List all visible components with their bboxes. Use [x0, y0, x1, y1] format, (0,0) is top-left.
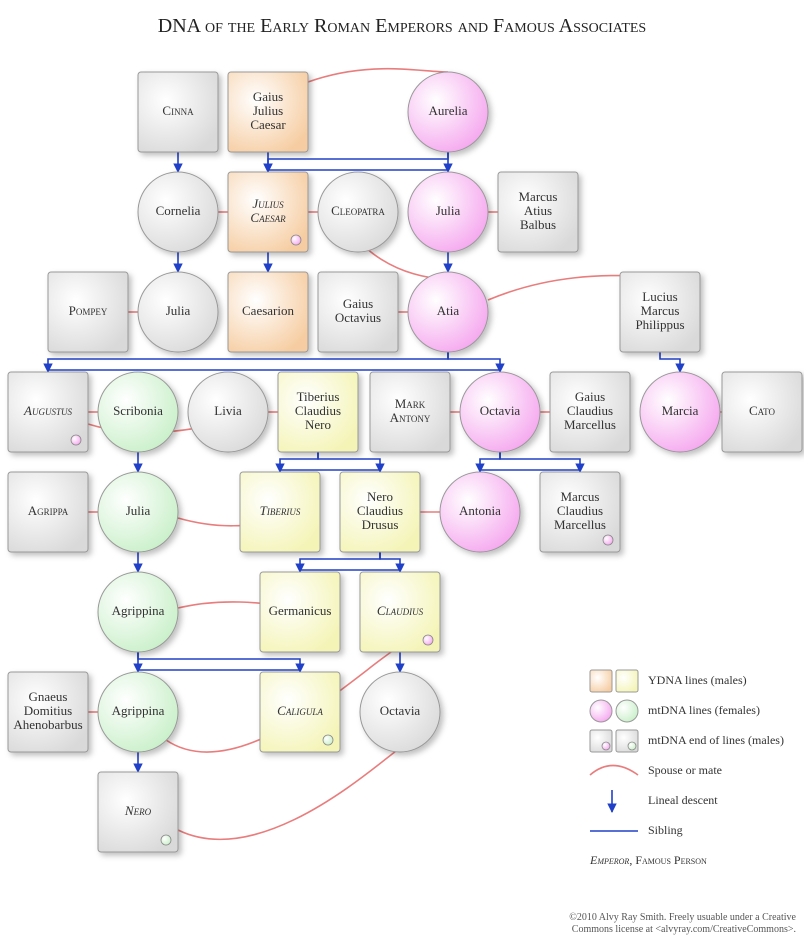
- node-marcia: Marcia: [640, 372, 720, 452]
- node-label: Cornelia: [156, 203, 201, 218]
- node-label: Caligula: [277, 703, 323, 718]
- node-label: LuciusMarcusPhilippus: [635, 289, 684, 332]
- node-cinna: Cinna: [138, 72, 218, 152]
- node-label: Julia: [126, 503, 151, 518]
- node-cornelia: Cornelia: [138, 172, 218, 252]
- node-pompey: Pompey: [48, 272, 128, 352]
- node-gjcaesar: GaiusJuliusCaesar: [228, 72, 308, 152]
- node-agrippa: Agrippa: [8, 472, 88, 552]
- node-scribonia: Scribonia: [98, 372, 178, 452]
- node-nero: Nero: [98, 772, 178, 852]
- node-gnaeus: GnaeusDomitiusAhenobarbus: [8, 672, 88, 752]
- footer-line: ©2010 Alvy Ray Smith. Freely usuable und…: [569, 912, 796, 923]
- node-label: Claudius: [377, 603, 424, 618]
- node-julia1: Julia: [408, 172, 488, 252]
- node-mantony: MarkAntony: [370, 372, 450, 452]
- node-label: Cato: [749, 403, 776, 418]
- node-octavia2: Octavia: [360, 672, 440, 752]
- legend-row: Emperor, Famous Person: [589, 853, 707, 867]
- node-label: Scribonia: [113, 403, 163, 418]
- node-label: Pompey: [69, 303, 108, 318]
- node-label: GaiusJuliusCaesar: [250, 89, 286, 132]
- node-label: Agrippina: [112, 703, 165, 718]
- node-livia: Livia: [188, 372, 268, 452]
- node-claudius: Claudius: [360, 572, 440, 652]
- node-balbus: MarcusAtiusBalbus: [498, 172, 578, 252]
- node-label: Cleopatra: [331, 203, 385, 218]
- node-label: Agrippina: [112, 603, 165, 618]
- node-agrippina2: Agrippina: [98, 672, 178, 752]
- node-label: Livia: [214, 403, 242, 418]
- node-label: Caesarion: [242, 303, 294, 318]
- node-agrippina1: Agrippina: [98, 572, 178, 652]
- node-ncdrusus: NeroClaudiusDrusus: [340, 472, 420, 552]
- node-label: Cinna: [162, 103, 194, 118]
- node-cleopatra: Cleopatra: [318, 172, 398, 252]
- legend-label: mtDNA end of lines (males): [648, 733, 784, 747]
- node-caesarion: Caesarion: [228, 272, 308, 352]
- node-label: Julia: [436, 203, 461, 218]
- node-label: MarcusClaudiusMarcellus: [554, 489, 606, 532]
- node-label: Atia: [437, 303, 460, 318]
- node-tiberius: Tiberius: [240, 472, 320, 552]
- legend-label: Sibling: [648, 823, 683, 837]
- node-julia2: Julia: [138, 272, 218, 352]
- footer-line: Commons license at <alvyray.com/Creative…: [572, 924, 796, 935]
- node-octavia1: Octavia: [460, 372, 540, 452]
- node-label: Nero: [124, 803, 152, 818]
- node-label: Marcia: [662, 403, 699, 418]
- legend-label: Lineal descent: [648, 793, 718, 807]
- legend-label: mtDNA lines (females): [648, 703, 760, 717]
- node-label: Aurelia: [429, 103, 468, 118]
- node-label: Augustus: [23, 403, 72, 418]
- node-caligula: Caligula: [260, 672, 340, 752]
- diagram-root: DNA of the Early Roman Emperors and Famo…: [0, 0, 804, 944]
- node-philippus: LuciusMarcusPhilippus: [620, 272, 700, 352]
- node-tcnero: TiberiusClaudiusNero: [278, 372, 358, 452]
- node-goctavius: GaiusOctavius: [318, 272, 398, 352]
- node-label: Octavia: [480, 403, 521, 418]
- node-julia3: Julia: [98, 472, 178, 552]
- node-label: MarkAntony: [390, 396, 431, 425]
- node-mcmarc: MarcusClaudiusMarcellus: [540, 472, 620, 552]
- node-label: JuliusCaesar: [250, 196, 286, 225]
- node-aurelia: Aurelia: [408, 72, 488, 152]
- node-label: Germanicus: [269, 603, 332, 618]
- node-cato: Cato: [722, 372, 802, 452]
- node-label: Agrippa: [28, 503, 69, 518]
- svg-text:Emperor, Famous Person: Emperor, Famous Person: [589, 853, 707, 867]
- node-label: Julia: [166, 303, 191, 318]
- node-augustus: Augustus: [8, 372, 88, 452]
- node-antonia: Antonia: [440, 472, 520, 552]
- node-atia: Atia: [408, 272, 488, 352]
- node-gcmarc: GaiusClaudiusMarcellus: [550, 372, 630, 452]
- node-label: MarcusAtiusBalbus: [519, 189, 558, 232]
- node-label: Octavia: [380, 703, 421, 718]
- node-jcaesar: JuliusCaesar: [228, 172, 308, 252]
- page-title: DNA of the Early Roman Emperors and Famo…: [158, 15, 646, 37]
- legend-label: YDNA lines (males): [648, 673, 747, 687]
- legend-label: Spouse or mate: [648, 763, 722, 777]
- node-label: Antonia: [459, 503, 501, 518]
- node-label: Tiberius: [260, 503, 301, 518]
- node-germanicus: Germanicus: [260, 572, 340, 652]
